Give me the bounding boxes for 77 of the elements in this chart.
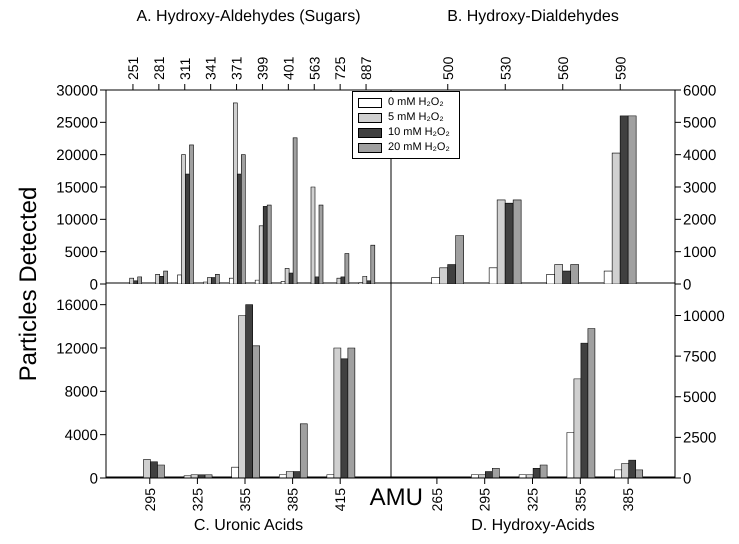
y-tick-label: 16000	[56, 296, 98, 314]
y-tick-label: 5000	[64, 244, 98, 261]
y-tick-label: 4000	[683, 146, 716, 164]
x-tick-label: 725	[332, 56, 348, 80]
x-tick-label: 325	[189, 488, 206, 512]
y-tick-label: 7500	[683, 348, 716, 366]
x-tick-label: 251	[124, 56, 141, 80]
x-tick-label: 500	[440, 56, 456, 80]
y-tick-label: 10000	[56, 212, 98, 229]
x-tick-label: 415	[332, 488, 348, 512]
text: D. Hydroxy-Acids	[470, 517, 596, 535]
bar	[215, 274, 220, 284]
y-tick-label: 0	[90, 276, 98, 294]
y-tick-label: 6000	[683, 82, 716, 100]
y-axis-title: Particles Detected	[15, 186, 42, 382]
x-tick-label: 295	[476, 488, 493, 512]
y-tick-label: 12000	[56, 340, 98, 358]
x-tick-label: 355	[237, 488, 253, 512]
y-tick-label: 0	[90, 470, 98, 488]
bar	[310, 186, 316, 284]
x-tick-label: 341	[202, 56, 219, 80]
bar	[137, 276, 142, 284]
chart-title: A. Hydroxy-Aldehydes (Sugars)	[135, 8, 362, 26]
bar	[370, 244, 376, 284]
x-tick-label: 887	[358, 56, 374, 80]
bar	[189, 144, 194, 284]
bar	[233, 102, 238, 284]
x-tick-label: 311	[176, 57, 193, 80]
x-tick-label: 371	[228, 56, 245, 80]
x-tick-label: 401	[280, 56, 296, 80]
bar	[241, 154, 246, 284]
y-tick-label: 8000	[64, 384, 98, 401]
y-tick-label: 10000	[683, 308, 725, 325]
x-tick-label: 399	[254, 56, 270, 80]
y-tick-label: 1000	[683, 244, 716, 261]
bar	[284, 268, 290, 284]
y-tick-label: 5000	[683, 114, 716, 132]
x-tick-label: 590	[612, 56, 628, 80]
x-tick-label: 355	[572, 488, 588, 512]
y-tick-label: 0	[683, 276, 692, 294]
x-tick-label: 563	[306, 56, 322, 80]
legend-label: 10 mM H₂O₂	[388, 125, 450, 140]
bar	[181, 154, 186, 284]
x-tick-label: 385	[620, 488, 636, 512]
x-axis-title: AMU	[370, 484, 423, 511]
legend-label: 5 mM H₂O₂	[388, 110, 444, 125]
y-tick-label: 25000	[56, 114, 98, 132]
legend-label: 0 mM H₂O₂	[388, 95, 444, 110]
x-tick-label: 560	[554, 56, 571, 80]
bar	[344, 253, 350, 284]
y-tick-label: 30000	[56, 82, 98, 100]
bar	[362, 276, 368, 284]
bar	[211, 277, 216, 284]
y-tick-label: 2000	[683, 212, 716, 229]
y-tick-label: 15000	[56, 179, 98, 196]
x-tick-label: 530	[497, 56, 514, 80]
bar	[266, 204, 272, 284]
y-tick-label: 4000	[64, 426, 98, 444]
x-tick-label: 265	[428, 488, 445, 512]
y-tick-label: 2500	[683, 430, 716, 447]
x-tick-label: 295	[142, 488, 158, 512]
bar	[163, 270, 168, 284]
y-tick-label: 20000	[56, 146, 98, 164]
x-tick-label: 325	[524, 488, 540, 512]
bar	[318, 204, 324, 284]
bar	[207, 277, 212, 284]
y-tick-label: 5000	[683, 389, 716, 406]
bar	[292, 138, 298, 284]
bar	[129, 278, 134, 284]
text: C. Uronic Acids	[192, 517, 304, 535]
legend-label: 20 mM H₂O₂	[388, 140, 450, 155]
bar	[155, 274, 160, 284]
chart-title: B. Hydroxy-Dialdehydes	[446, 8, 620, 26]
y-tick-label: 3000	[683, 179, 716, 196]
x-tick-label: 385	[284, 488, 301, 512]
y-tick-label: 0	[683, 470, 692, 488]
x-tick-label: 281	[150, 56, 167, 80]
